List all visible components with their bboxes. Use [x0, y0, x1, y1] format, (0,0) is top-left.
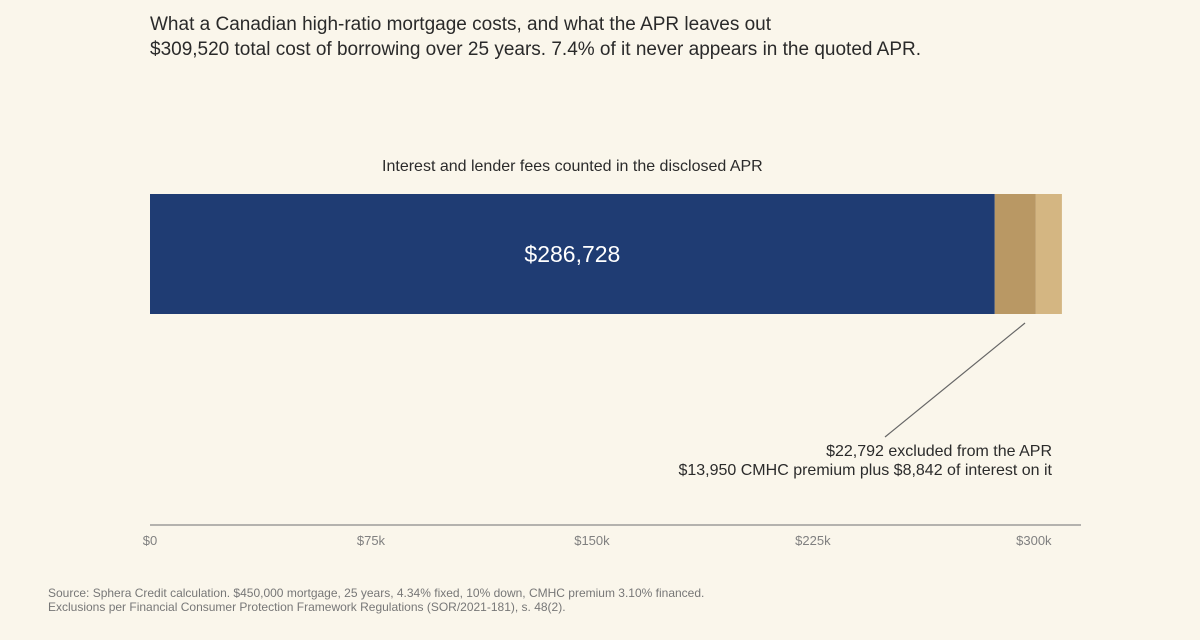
chart-title-block: What a Canadian high-ratio mortgage cost…: [150, 12, 1130, 62]
source-line: Source: Sphera Credit calculation. $450,…: [48, 586, 705, 600]
source-note: Source: Sphera Credit calculation. $450,…: [48, 586, 1148, 614]
x-tick-label: $225k: [795, 533, 831, 548]
x-tick-label: $150k: [574, 533, 610, 548]
bar-segment-1: [150, 194, 995, 314]
x-tick-label: $300k: [1016, 533, 1052, 548]
annotation-text: $13,950 CMHC premium plus $8,842 of inte…: [678, 462, 1052, 479]
bar-segment-3: [1035, 194, 1062, 314]
x-tick-label: $0: [143, 533, 157, 548]
x-tick-label: $75k: [357, 533, 386, 548]
annotation-leader-line: [884, 322, 1026, 438]
bar-value-label: $286,728: [524, 241, 620, 267]
chart-subtitle: $309,520 total cost of borrowing over 25…: [150, 39, 922, 60]
source-line: Exclusions per Financial Consumer Protec…: [48, 600, 566, 614]
chart-title: What a Canadian high-ratio mortgage cost…: [150, 14, 772, 35]
bar-segment-2: [994, 194, 1036, 314]
bar-segment-caption: Interest and lender fees counted in the …: [382, 158, 763, 175]
annotation-text: $22,792 excluded from the APR: [826, 443, 1052, 460]
stacked-bar-chart: $286,728 Interest and lender fees counted…: [143, 158, 1081, 548]
